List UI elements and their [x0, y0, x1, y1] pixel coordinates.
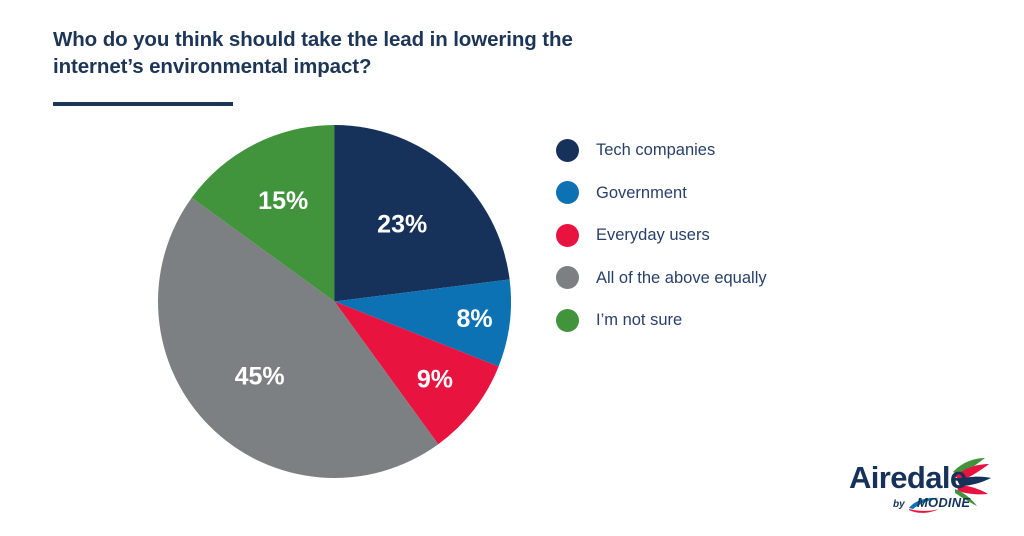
pie-chart-svg: 23% 8% 9% 45% 15%	[158, 125, 511, 478]
pie-slice[interactable]	[334, 125, 510, 302]
pie-slice-label: 9%	[417, 365, 453, 393]
pie-slice-group	[158, 125, 511, 478]
legend-item-label: I’m not sure	[596, 311, 683, 329]
pie-slice-label: 23%	[377, 211, 427, 239]
title-underline-rule	[53, 102, 233, 106]
chart-legend: Tech companies Government Everyday users…	[556, 129, 886, 342]
logo-parent-wordmark: MODINE	[917, 495, 970, 510]
page-title-line-2: internet’s environmental impact?	[53, 55, 372, 78]
legend-item-all-of-the-above-equally[interactable]: All of the above equally	[556, 257, 886, 300]
pie-slice[interactable]	[334, 301, 499, 445]
pie-slice-label: 45%	[235, 362, 285, 390]
modine-swoosh-icon	[909, 497, 939, 513]
pie-slice[interactable]	[191, 125, 335, 302]
legend-item-label: Government	[596, 183, 687, 202]
legend-swatch-icon	[556, 223, 579, 247]
legend-swatch-icon	[556, 266, 579, 290]
airedale-fan-icon	[953, 458, 991, 506]
pie-label-group: 23% 8% 9% 45% 15%	[235, 187, 493, 394]
pie-chart: 23% 8% 9% 45% 15%	[158, 125, 511, 478]
legend-swatch-icon	[556, 308, 579, 332]
legend-item-im-not-sure[interactable]: I’m not sure	[556, 299, 886, 342]
legend-item-tech-companies[interactable]: Tech companies	[556, 129, 886, 172]
page-title-line-1: Who do you think should take the lead in…	[53, 28, 573, 51]
pie-slice-label: 8%	[457, 305, 493, 333]
legend-item-everyday-users[interactable]: Everyday users	[556, 214, 886, 257]
legend-swatch-icon	[556, 138, 579, 162]
legend-item-label: Everyday users	[596, 226, 710, 244]
legend-item-label: Tech companies	[596, 141, 716, 159]
pie-slice-label: 15%	[258, 187, 308, 215]
logo-byline: by	[893, 499, 905, 510]
legend-swatch-icon	[556, 181, 579, 205]
legend-item-label: All of the above equally	[596, 268, 767, 287]
logo-svg: Airedale by MODINE	[849, 458, 991, 513]
page-title: Who do you think should take the lead in…	[53, 26, 673, 80]
pie-slice[interactable]	[334, 279, 512, 367]
legend-item-government[interactable]: Government	[556, 172, 886, 215]
logo-wordmark: Airedale	[849, 460, 967, 495]
pie-slice[interactable]	[158, 197, 439, 478]
airedale-by-modine-logo: Airedale by MODINE	[849, 452, 1001, 514]
